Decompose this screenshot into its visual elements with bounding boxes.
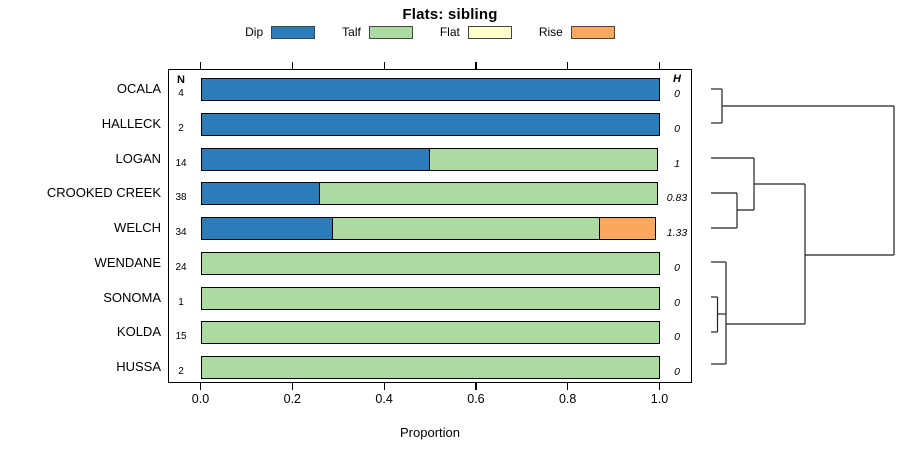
row-label: WENDANE bbox=[94, 254, 161, 270]
bar-row bbox=[201, 321, 660, 345]
bar-row bbox=[201, 147, 660, 171]
x-tick-label: 1.0 bbox=[650, 392, 669, 406]
n-value: 15 bbox=[175, 331, 187, 343]
bar-segment-rise bbox=[599, 217, 657, 240]
row-label: HALLECK bbox=[101, 115, 161, 131]
bar-row bbox=[201, 182, 660, 206]
x-tick-top bbox=[567, 62, 569, 69]
legend-item-label: Dip bbox=[245, 25, 264, 39]
bar-row bbox=[201, 217, 660, 240]
row-label: SONOMA bbox=[103, 289, 161, 305]
row-label: CROOKED CREEK bbox=[46, 185, 161, 201]
bar-segment-dip bbox=[201, 182, 321, 206]
n-value: 1 bbox=[178, 296, 184, 308]
legend-swatch bbox=[271, 25, 316, 39]
legend-item: Dip bbox=[245, 25, 316, 39]
bar-row bbox=[201, 356, 660, 379]
x-tick-bottom bbox=[291, 383, 293, 390]
legend-item: Flat bbox=[440, 25, 512, 39]
h-value: 0 bbox=[674, 296, 680, 309]
row-label: HUSSA bbox=[116, 359, 161, 374]
row-label: OCALA bbox=[116, 81, 161, 96]
bar-segment-talf bbox=[332, 217, 601, 240]
legend-item: Rise bbox=[539, 25, 615, 39]
legend-swatch bbox=[467, 25, 512, 39]
x-tick-bottom bbox=[475, 383, 477, 390]
bar-row bbox=[201, 112, 660, 136]
x-tick-label: 0.2 bbox=[283, 392, 301, 406]
bar-segment-dip bbox=[201, 78, 660, 101]
bar-segment-talf bbox=[428, 147, 659, 171]
bar-row bbox=[201, 78, 660, 101]
legend-swatch bbox=[570, 25, 615, 39]
n-value: 38 bbox=[175, 192, 187, 204]
chart-title: Flats: sibling bbox=[402, 6, 498, 23]
x-tick-label: 0.6 bbox=[467, 392, 485, 406]
x-tick-label: 0.0 bbox=[191, 392, 210, 406]
h-value: 0.83 bbox=[666, 192, 688, 205]
dendrogram bbox=[711, 88, 895, 365]
x-tick-bottom bbox=[383, 383, 385, 390]
row-label: WELCH bbox=[114, 220, 161, 235]
h-value: 0 bbox=[674, 366, 680, 378]
x-tick-top bbox=[475, 62, 477, 69]
bar-segment-dip bbox=[201, 217, 335, 240]
x-tick-label: 0.4 bbox=[375, 392, 393, 406]
x-tick-label: 0.8 bbox=[558, 392, 577, 406]
x-tick-top bbox=[291, 62, 293, 69]
h-value: 0 bbox=[674, 122, 680, 135]
bar-segment-talf bbox=[201, 321, 660, 345]
bar-segment-talf bbox=[201, 286, 660, 310]
h-value: 1.33 bbox=[666, 227, 688, 239]
h-value: 0 bbox=[674, 261, 680, 274]
bar-segment-dip bbox=[201, 112, 660, 136]
n-value: 4 bbox=[178, 88, 184, 99]
legend-swatch bbox=[368, 25, 413, 39]
plot-area: N H 4 0 2 0 14 1 38 0.83 34 1.33 24 0 1 0 15 0 2 0 bbox=[168, 69, 692, 383]
bar-row bbox=[201, 286, 660, 310]
legend-item-label: Rise bbox=[538, 25, 563, 39]
x-tick-bottom bbox=[567, 383, 569, 390]
n-value: 24 bbox=[175, 261, 187, 273]
n-value: 2 bbox=[178, 122, 184, 134]
x-tick-top bbox=[200, 62, 202, 69]
row-label: LOGAN bbox=[115, 150, 161, 166]
x-axis-title: Proportion bbox=[400, 425, 460, 440]
x-tick-bottom bbox=[200, 383, 202, 390]
row-label: KOLDA bbox=[116, 324, 161, 340]
x-tick-bottom bbox=[659, 383, 661, 390]
h-column-header: H bbox=[673, 73, 681, 85]
legend-item-label: Flat bbox=[439, 25, 460, 39]
bar-segment-dip bbox=[201, 147, 431, 171]
n-value: 2 bbox=[178, 366, 184, 377]
h-value: 1 bbox=[674, 157, 680, 170]
legend: Dip Talf Flat Rise bbox=[0, 25, 860, 39]
h-value: 0 bbox=[674, 331, 680, 344]
h-value: 0 bbox=[674, 88, 680, 100]
n-value: 34 bbox=[175, 227, 187, 238]
legend-item: Talf bbox=[342, 25, 413, 39]
x-tick-top bbox=[383, 62, 385, 69]
bar-segment-talf bbox=[318, 182, 659, 206]
n-value: 14 bbox=[175, 157, 187, 169]
bar-segment-talf bbox=[201, 251, 660, 275]
bar-segment-talf bbox=[201, 356, 660, 379]
x-tick-top bbox=[659, 62, 661, 69]
bar-row bbox=[201, 251, 660, 275]
n-column-header: N bbox=[177, 74, 185, 86]
legend-item-label: Talf bbox=[342, 25, 361, 39]
